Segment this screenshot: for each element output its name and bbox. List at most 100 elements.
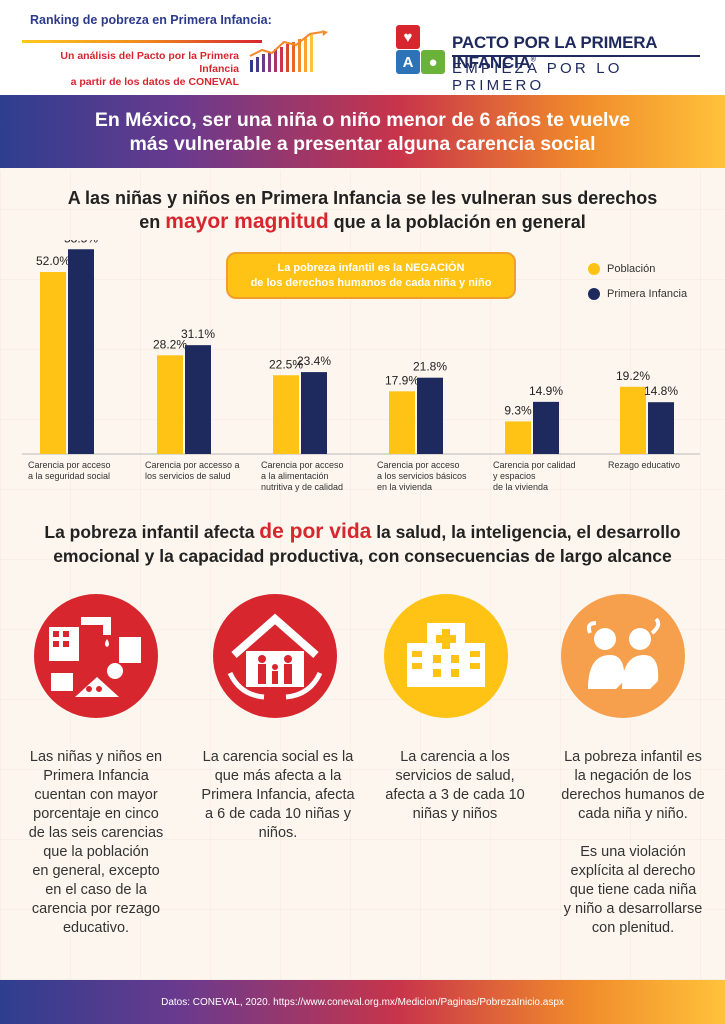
description-line <box>548 824 718 843</box>
section-1-heading-line-2: en mayor magnitud que a la población en … <box>40 210 685 234</box>
data-label: 31.1% <box>181 327 215 341</box>
heading2-highlight: de por vida <box>259 520 372 543</box>
description-line: Es una violación <box>580 844 686 860</box>
category-label: de la vivienda <box>493 482 548 492</box>
bar-poblacion-2 <box>273 375 299 454</box>
description-line: educativo. <box>62 920 130 936</box>
description-line: en el caso de la <box>45 882 147 898</box>
description-line: cuentan con mayor <box>34 787 158 803</box>
bar-poblacion-3 <box>389 391 415 454</box>
category-label: Carencia por acceso <box>28 460 111 470</box>
section-2-heading: La pobreza infantil afecta de por vida l… <box>30 520 695 568</box>
description-line: en general, excepto <box>32 863 160 879</box>
data-label: 58.5% <box>64 240 98 245</box>
category-label: a la alimentación <box>261 471 329 481</box>
callout-line-2: de los derechos humanos de cada niña y n… <box>250 276 492 289</box>
logo-name-text: PACTO POR LA PRIMERA INFANCIA <box>452 33 657 72</box>
section-2-heading-line-1: La pobreza infantil afecta de por vida l… <box>30 520 695 544</box>
description-line: a 6 de cada 10 niñas y <box>205 806 351 822</box>
category-label: nutritiva y de calidad <box>261 482 343 492</box>
bar-poblacion-5 <box>620 386 646 454</box>
data-label: 28.2% <box>153 337 187 351</box>
description-line: Primera Infancia <box>43 768 149 784</box>
apple-block-icon: ● <box>421 50 445 74</box>
description-line: explícita al derecho <box>570 863 696 879</box>
description-line: carencia por rezago <box>31 901 161 917</box>
bar-primera-infancia-2 <box>301 372 327 454</box>
data-label: 22.5% <box>269 357 303 371</box>
description-line: que más afecta a la <box>214 768 342 784</box>
mini-bar-chart-icon <box>249 30 328 72</box>
description-line: cada niña y niño. <box>578 806 688 822</box>
description-2: La carencia social es la que más afecta a… <box>195 748 361 843</box>
subtitle-line-2: a partir de los datos de CONEVAL <box>70 76 239 88</box>
logo-tagline: EMPIEZA POR LO PRIMERO <box>452 55 700 94</box>
data-label: 23.4% <box>297 354 331 368</box>
data-label: 19.2% <box>616 369 650 383</box>
category-label: Rezago educativo <box>608 460 680 470</box>
description-line: servicios de salud, <box>395 768 515 784</box>
bar-primera-infancia-4 <box>533 401 559 454</box>
header: Ranking de pobreza en Primera Infancia: … <box>0 0 725 95</box>
description-line: porcentaje en cinco <box>33 806 159 822</box>
legend-swatch-primera-infancia <box>588 288 600 300</box>
logo-blocks-icon: ♥ A ● <box>393 23 445 75</box>
description-line: la negación de los <box>574 768 692 784</box>
description-line: de las seis carencias <box>28 825 164 841</box>
bar-poblacion-1 <box>157 355 183 454</box>
heading-post: que a la población en general <box>328 212 586 232</box>
description-line: La pobreza infantil es <box>564 749 702 765</box>
description-line: Las niñas y niños en <box>29 749 163 765</box>
data-label: 17.9% <box>385 373 419 387</box>
hospital-icon <box>383 593 509 724</box>
data-label: 14.9% <box>529 384 563 398</box>
legend-label-primera-infancia: Primera Infancia <box>607 288 688 300</box>
description-line: que tiene cada niña <box>569 882 697 898</box>
legend-label-poblacion: Población <box>607 263 656 275</box>
category-label: a los servicios básicos <box>377 471 467 481</box>
category-label: Carencia por calidad <box>493 460 576 470</box>
section-2-heading-line-2: emocional y la capacidad productiva, con… <box>53 546 672 566</box>
services-icon <box>33 593 159 724</box>
description-4: La pobreza infantil es la negación de los… <box>548 748 718 938</box>
legend-swatch-poblacion <box>588 263 600 275</box>
description-line: con plenitud. <box>591 920 675 936</box>
headline-line-1: En México, ser una niña o niño menor de … <box>94 108 631 131</box>
heading2-post: la salud, la inteligencia, el desarrollo <box>371 522 681 542</box>
description-line: afecta a 3 de cada 10 <box>385 787 525 803</box>
description-3: La carencia a los servicios de salud, afec… <box>375 748 535 824</box>
headline-line-2: más vulnerable a presentar alguna carenc… <box>129 132 596 155</box>
bar-primera-infancia-1 <box>185 345 211 454</box>
bar-primera-infancia-0 <box>68 249 94 454</box>
title-underline <box>22 40 262 43</box>
description-line: niñas y niños <box>412 806 498 822</box>
sad-children-icon <box>560 593 686 724</box>
data-label: 9.3% <box>504 403 532 417</box>
bar-poblacion-4 <box>505 421 531 454</box>
description-line: La carencia a los <box>400 749 510 765</box>
subtitle-line-1: Un análisis del Pacto por la Primera Inf… <box>60 50 239 75</box>
logo-name: PACTO POR LA PRIMERA INFANCIA® <box>452 33 657 72</box>
letter-a-block: A <box>396 50 420 74</box>
description-line: y niño a desarrollarse <box>563 901 703 917</box>
data-label: 52.0% <box>36 254 70 268</box>
heart-block-icon: ♥ <box>396 25 420 49</box>
category-label: y espacios <box>493 471 536 481</box>
category-label: en la vivienda <box>377 482 432 492</box>
callout-line-1: La pobreza infantil es la NEGACIÓN <box>277 261 465 274</box>
category-label: Carencia por acceso <box>377 460 460 470</box>
heading2-pre: La pobreza infantil afecta <box>44 522 260 542</box>
section-1-heading: A las niñas y niños en Primera Infancia … <box>40 186 685 234</box>
section-1-heading-line-1: A las niñas y niños en Primera Infancia … <box>67 188 658 208</box>
category-label: Carencia por accesso a <box>145 460 240 470</box>
data-label: 14.8% <box>644 384 678 398</box>
callout-box: La pobreza infantil es la NEGACIÓN de lo… <box>226 252 516 299</box>
report-title: Ranking de pobreza en Primera Infancia: <box>30 13 272 27</box>
footer-source: Datos: CONEVAL, 2020. https://www.coneva… <box>161 996 564 1008</box>
bar-primera-infancia-5 <box>648 402 674 454</box>
description-line: La carencia social es la <box>202 749 354 765</box>
description-line: Primera Infancia, afecta <box>201 787 355 803</box>
category-label: los servicios de salud <box>145 471 231 481</box>
description-line: que la población <box>43 844 149 860</box>
report-subtitle: Un análisis del Pacto por la Primera Inf… <box>24 50 239 89</box>
